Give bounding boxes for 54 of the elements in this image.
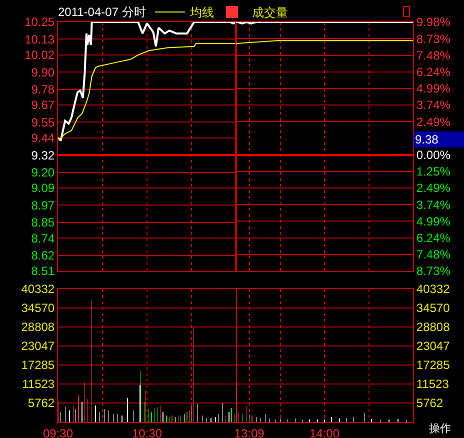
- legend-label: 均线: [189, 6, 214, 20]
- y2-tick-label: 5762: [416, 396, 444, 410]
- y-tick-label: 8.85: [31, 216, 55, 230]
- y2-tick-label: 7.48%: [416, 48, 451, 62]
- y-tick-label: 8.97: [31, 198, 55, 212]
- y2-tick-label: 2.49%: [416, 181, 451, 196]
- y-tick-label: 40332: [21, 282, 55, 296]
- x-tick-label: 13:09: [234, 426, 265, 438]
- y-tick-label: 9.09: [31, 181, 55, 196]
- y2-tick-label: 3.74%: [416, 198, 451, 212]
- y-tick-label: 9.20: [31, 165, 55, 180]
- y2-tick-label: 8.73%: [416, 32, 451, 46]
- y-tick-label: 9.78: [31, 82, 55, 96]
- y-tick-label: 5762: [28, 396, 55, 410]
- y2-tick-label: 3.74%: [416, 98, 451, 112]
- y2-tick-label: 40332: [416, 282, 450, 296]
- y-tick-label: 9.32: [31, 148, 55, 162]
- y-tick-label: 23047: [21, 339, 55, 354]
- x-tick-label: 10:30: [132, 426, 162, 438]
- y-tick-label: 10.25: [24, 15, 55, 30]
- y2-tick-label: 6.24%: [416, 231, 451, 246]
- y2-tick-label: 1.25%: [416, 164, 451, 179]
- chart-title: 2011-04-07 分时: [58, 5, 146, 20]
- y2-tick-label: 28808: [416, 320, 450, 334]
- y2-tick-label: 4.99%: [416, 82, 451, 96]
- y2-tick-label: 9.98%: [416, 15, 451, 30]
- y-tick-label: 9.67: [31, 98, 55, 112]
- y2-tick-label: 0.00%: [416, 148, 451, 162]
- y-tick-label: 28808: [21, 320, 55, 334]
- y2-tick-label: 7.48%: [416, 248, 451, 262]
- y2-tick-label: 6.24%: [416, 64, 451, 79]
- y2-tick-label: 4.99%: [416, 214, 451, 228]
- y2-tick-label: 2.49%: [416, 114, 451, 129]
- y2-tick-label: 17285: [416, 358, 450, 372]
- y-tick-label: 10.02: [24, 48, 55, 62]
- y-tick-label: 9.90: [31, 65, 55, 80]
- y-tick-label: 9.55: [31, 115, 55, 130]
- x-tick-label: 09:30: [42, 426, 74, 438]
- y-tick-label: 17285: [21, 358, 55, 372]
- y2-tick-label: 23047: [416, 339, 450, 354]
- text: 9.38: [415, 132, 439, 146]
- y2-tick-label: 34570: [416, 301, 450, 316]
- y-tick-label: 8.74: [31, 231, 55, 246]
- legend-label: 成交量: [252, 6, 288, 20]
- x-tick-label: 14:00: [309, 426, 340, 438]
- y-tick-label: 34570: [21, 301, 55, 316]
- y-tick-label: 9.44: [31, 131, 55, 146]
- y-tick-label: 8.51: [31, 264, 55, 278]
- y2-tick-label: 8.73%: [416, 264, 451, 278]
- text: 操作: [429, 423, 451, 435]
- y-tick-label: 10.13: [24, 32, 55, 46]
- y-tick-label: 8.62: [31, 248, 55, 262]
- y-tick-label: 11523: [22, 377, 55, 392]
- y2-tick-label: 11523: [416, 377, 450, 392]
